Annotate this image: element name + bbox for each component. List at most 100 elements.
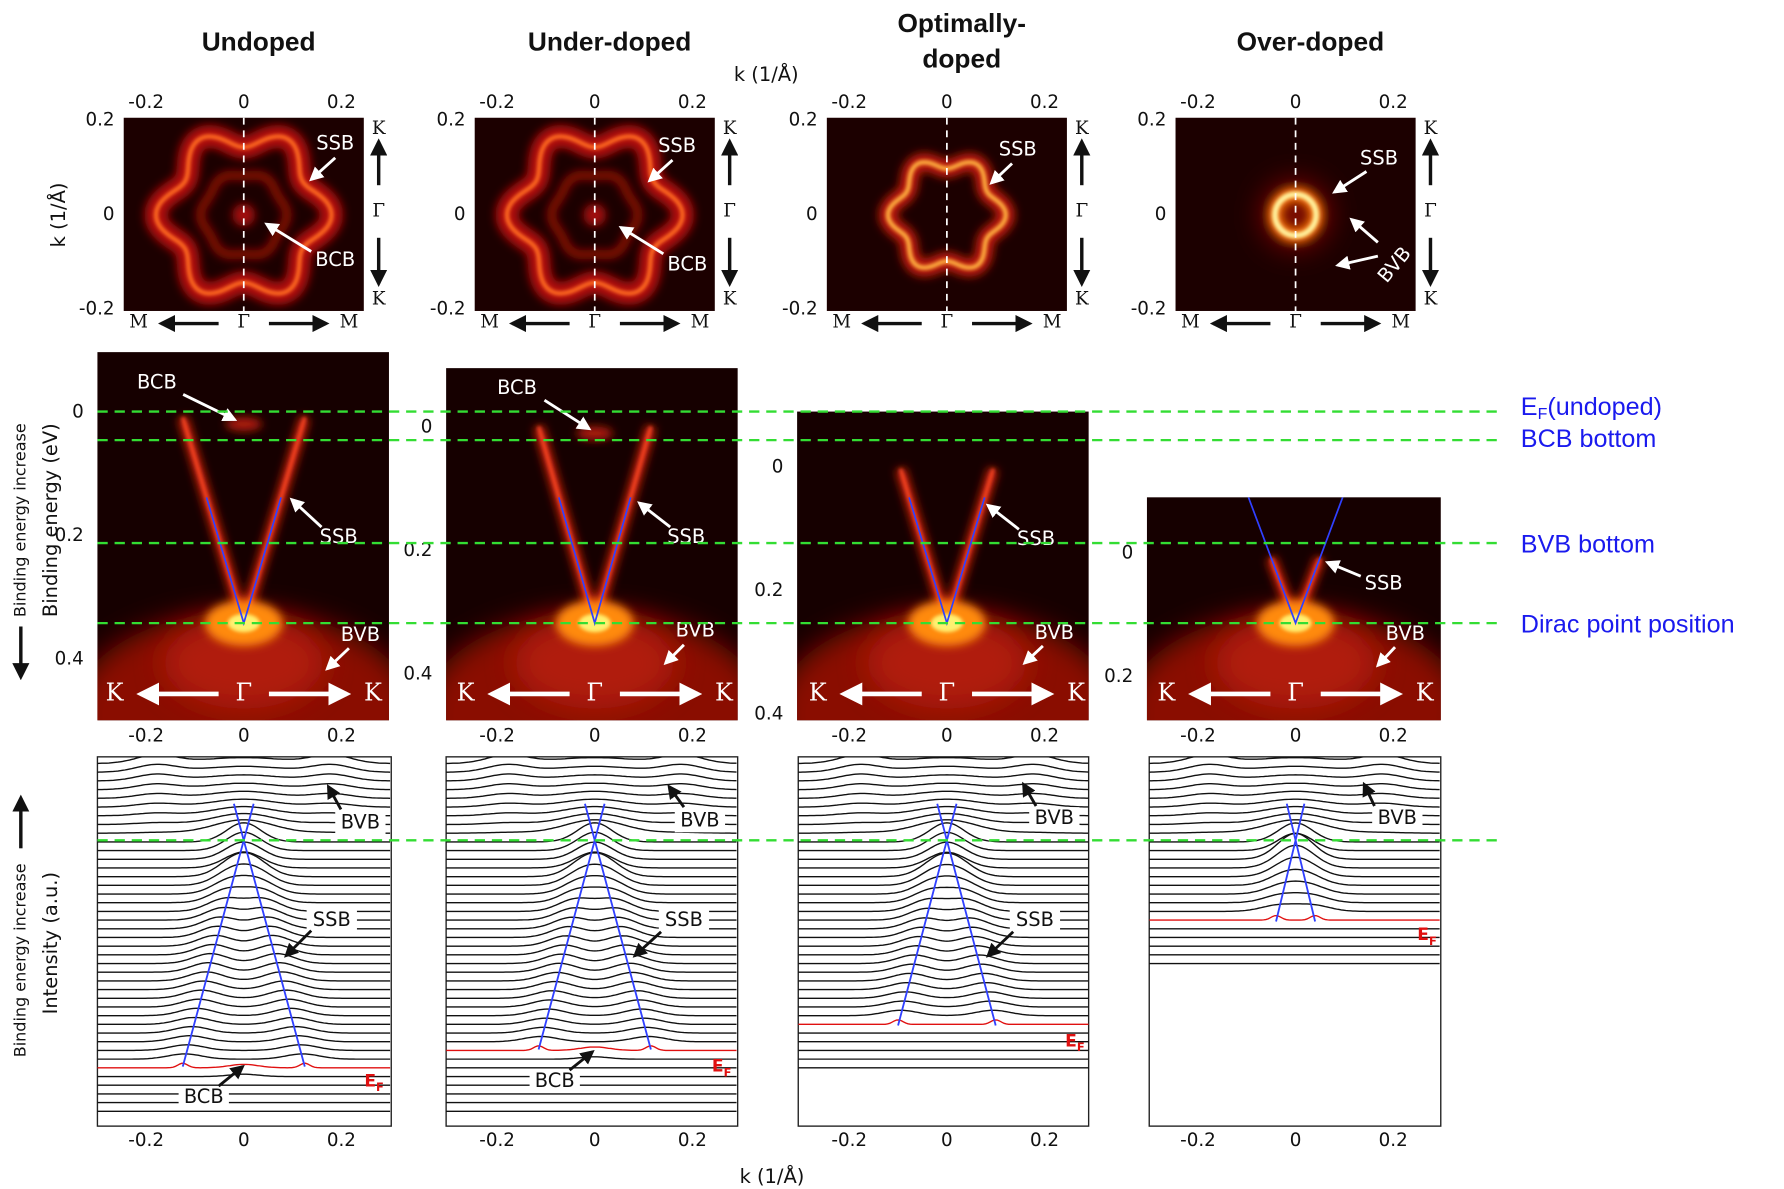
symbol: K <box>372 118 386 139</box>
symbol: Γ <box>1075 201 1088 222</box>
axis-title: Intensity (a.u.) <box>39 872 62 1014</box>
symbol: M <box>1391 311 1410 332</box>
band-y-tick: 0 <box>1122 542 1134 563</box>
guide-label: Dirac point position <box>1521 610 1735 638</box>
fs-y-tick: 0.2 <box>436 110 465 131</box>
fs-x-tick: 0.2 <box>1030 92 1059 113</box>
band-y-tick: 0.4 <box>754 704 783 725</box>
symbol: Γ <box>941 311 954 332</box>
axis-title: Binding energy (eV) <box>39 423 62 617</box>
band-y-tick: 0 <box>772 457 784 478</box>
guide-text: BVB bottom <box>1521 530 1655 558</box>
fs-y-tick: 0.2 <box>789 110 818 131</box>
axis-title: Binding energy increase <box>10 863 29 1057</box>
fs-y-tick: 0 <box>806 204 818 225</box>
axis-title: k (1/Å) <box>734 63 799 86</box>
band-label: BVB <box>1386 622 1425 645</box>
fs-x-tick: 0.2 <box>327 92 356 113</box>
edc-label: BVB <box>341 811 380 834</box>
fs-y-tick: 0.2 <box>85 110 114 131</box>
guide-sub: F <box>1538 406 1548 423</box>
band-label: SSB <box>320 525 358 548</box>
band-x-tick: -0.2 <box>831 725 867 746</box>
edc-x-tick: 0 <box>238 1130 250 1151</box>
fs-x-tick: -0.2 <box>1180 92 1216 113</box>
band-y-tick: 0.4 <box>403 664 432 685</box>
column-title: doped <box>922 44 1001 74</box>
edc-x-tick: 0 <box>589 1130 601 1151</box>
guide-text: (undoped) <box>1547 393 1662 421</box>
band-x-tick: -0.2 <box>128 725 164 746</box>
fs-x-tick: 0 <box>589 92 601 113</box>
symbol: Γ <box>1287 678 1304 706</box>
symbol: K <box>723 289 737 310</box>
edc-x-tick: -0.2 <box>128 1130 164 1151</box>
symbol: K <box>372 289 386 310</box>
symbol: Γ <box>372 201 385 222</box>
guide-label: BVB bottom <box>1521 530 1655 558</box>
fs-x-tick: -0.2 <box>128 92 164 113</box>
band-x-tick: 0 <box>941 725 953 746</box>
edc-label: SSB <box>313 908 351 931</box>
fermi-sub: F <box>1077 1040 1085 1054</box>
edc-x-tick: 0.2 <box>1379 1130 1408 1151</box>
band-label: SSB <box>1017 527 1055 550</box>
column-title: Optimally- <box>897 8 1026 38</box>
fs-y-tick: 0 <box>103 204 115 225</box>
symbol: K <box>1424 289 1438 310</box>
band-label: BVB <box>1035 621 1074 644</box>
bcb-spot <box>576 426 613 440</box>
edc-x-tick: -0.2 <box>479 1130 515 1151</box>
fermi-sub: F <box>376 1080 384 1094</box>
symbol: Γ <box>1289 311 1302 332</box>
column-title: Undoped <box>202 26 316 56</box>
symbol: K <box>1157 678 1176 706</box>
edc-label: BVB <box>680 808 719 831</box>
axis-title: k (1/Å) <box>47 183 70 248</box>
edc-label: BVB <box>1035 806 1074 829</box>
fs-y-tick: -0.2 <box>1131 298 1167 319</box>
symbol: M <box>340 311 359 332</box>
fermi-base: E <box>364 1072 376 1092</box>
band-x-tick: 0 <box>1290 725 1302 746</box>
symbol: Γ <box>235 678 252 706</box>
symbol: M <box>691 311 710 332</box>
band-y-tick: 0.2 <box>55 525 84 546</box>
fs-y-tick: 0.2 <box>1137 110 1166 131</box>
symbol: M <box>1181 311 1200 332</box>
symbol: M <box>1043 311 1062 332</box>
band-x-tick: 0.2 <box>327 725 356 746</box>
band-x-tick: 0.2 <box>678 725 707 746</box>
symbol: Γ <box>237 311 250 332</box>
guide-text: Dirac point position <box>1521 610 1735 638</box>
guide-base: E <box>1521 393 1538 421</box>
edc-x-tick: 0.2 <box>327 1130 356 1151</box>
panel-content <box>1261 181 1330 250</box>
band-label: SSB <box>1365 572 1403 595</box>
symbol: Γ <box>939 678 956 706</box>
symbol: K <box>809 678 828 706</box>
fs-x-tick: -0.2 <box>479 92 515 113</box>
symbol: Γ <box>588 311 601 332</box>
axis-title: k (1/Å) <box>740 1165 805 1188</box>
fermi-sub: F <box>724 1065 732 1079</box>
fs-y-tick: 0 <box>454 204 466 225</box>
edc-label: BVB <box>1378 806 1417 829</box>
edc-label: SSB <box>665 908 703 931</box>
symbol: K <box>1075 289 1089 310</box>
edc-x-tick: -0.2 <box>831 1130 867 1151</box>
symbol: Γ <box>1424 201 1437 222</box>
band-y-tick: 0.2 <box>754 580 783 601</box>
fs-y-tick: -0.2 <box>782 298 818 319</box>
symbol: K <box>364 678 383 706</box>
symbol: Γ <box>723 201 736 222</box>
guide-label: BCB bottom <box>1521 425 1657 453</box>
guide-label: EF(undoped) <box>1521 393 1662 423</box>
fs-label: SSB <box>658 134 696 157</box>
edc-x-tick: 0 <box>941 1130 953 1151</box>
band-y-tick: 0.4 <box>55 649 84 670</box>
band-x-tick: 0.2 <box>1030 725 1059 746</box>
column-title: Under-doped <box>528 26 692 56</box>
fermi-base: E <box>1417 925 1429 945</box>
edc-label: BCB <box>535 1069 575 1092</box>
